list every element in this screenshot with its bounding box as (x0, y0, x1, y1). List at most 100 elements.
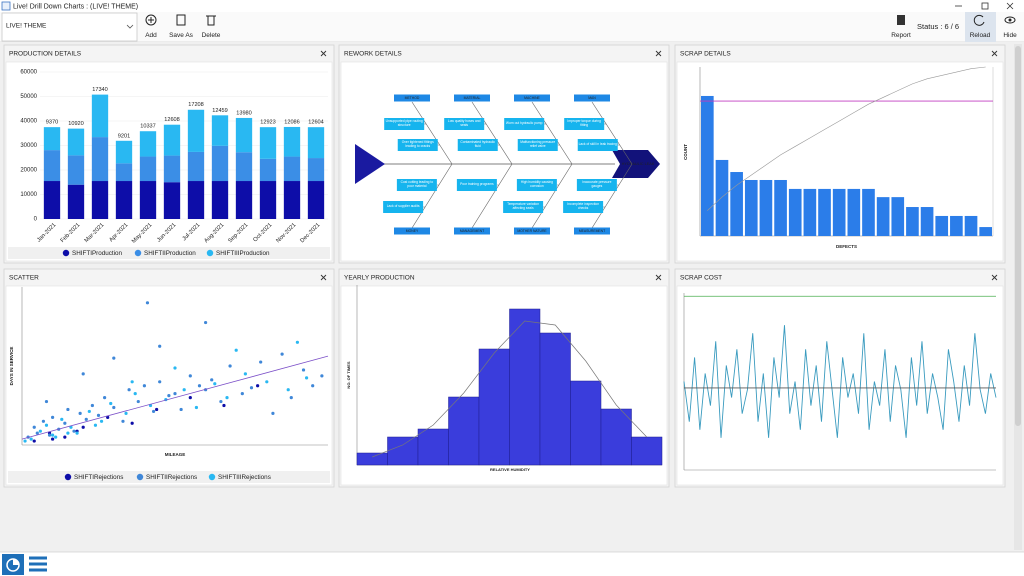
x-axis-label: RELATIVE HUMIDITY (490, 467, 530, 472)
point (301, 368, 306, 372)
add-icon-plus[interactable] (148, 17, 154, 23)
point (103, 396, 107, 400)
delete-button-label[interactable]: Delete (202, 32, 221, 39)
scrollbar-thumb[interactable] (1015, 46, 1021, 426)
bar-segment (163, 124, 181, 156)
panel-close[interactable] (655, 274, 662, 281)
reload-button-label[interactable]: Reload (970, 32, 991, 39)
delete-icon[interactable] (206, 15, 216, 26)
point (29, 437, 33, 441)
data-label: 12923 (260, 120, 276, 126)
cause-box (517, 139, 558, 151)
legend-marker (62, 249, 70, 257)
point (51, 437, 55, 441)
dashboard-icon-slice[interactable] (13, 559, 19, 565)
close-button[interactable] (1006, 2, 1014, 10)
panel-close[interactable] (991, 274, 998, 281)
report-button-label[interactable]: Report (891, 32, 911, 39)
point (271, 411, 275, 415)
panel-close[interactable] (655, 50, 662, 57)
cause-box (504, 118, 545, 130)
panel-close[interactable] (320, 274, 327, 281)
panel-title: REWORK DETAILS (344, 51, 402, 58)
legend-label: SHIFTIIIProduction (216, 250, 270, 257)
cause-label: Over tightened fittings leading to crack… (401, 140, 434, 148)
head-shape (612, 150, 660, 178)
cause: Inaccurate pressure gauges (582, 181, 611, 188)
point (93, 423, 98, 427)
panel-close[interactable] (320, 50, 327, 57)
point (167, 394, 171, 398)
trend-line (21, 355, 329, 440)
point (145, 301, 150, 305)
save-as-button-label[interactable]: Save As (169, 32, 194, 39)
cause: Poor training programs (460, 182, 494, 186)
point (133, 392, 137, 396)
point (32, 439, 36, 443)
add-button-label[interactable]: Add (145, 32, 157, 39)
save-as-icon[interactable] (176, 14, 186, 26)
restore-button[interactable] (981, 2, 989, 10)
point (179, 407, 183, 412)
category-box (574, 94, 610, 102)
point (63, 435, 67, 439)
cause-label: Cost cutting leading to poor material (400, 180, 434, 188)
point (51, 433, 55, 437)
cause-box (564, 118, 605, 130)
category-box (514, 227, 550, 235)
window-title: Live! Drill Down Charts : (LIVE! THEME) (13, 3, 138, 10)
bar (600, 408, 632, 466)
panel-close[interactable] (991, 50, 998, 57)
point (121, 419, 125, 423)
category-box (574, 227, 610, 235)
point (249, 386, 254, 390)
bar-segment (67, 184, 85, 219)
bar (803, 188, 817, 236)
data-label: 12608 (164, 117, 180, 123)
menu-button[interactable] (29, 556, 47, 572)
y-axis-label: NO. OF TIMES (346, 361, 351, 388)
bar (744, 179, 758, 236)
hide-icon[interactable] (1004, 16, 1016, 24)
reload-button[interactable] (965, 12, 996, 42)
category-box (394, 227, 430, 235)
add-icon[interactable] (145, 14, 157, 26)
hide-button-label[interactable]: Hide (1003, 32, 1017, 39)
category-label: METHOD (405, 96, 420, 100)
report-icon[interactable] (897, 15, 905, 25)
point (197, 384, 202, 388)
bar-segment (211, 115, 229, 146)
cause-label: Lack of supplier audits (386, 204, 420, 209)
status-text: Status : 6 / 6 (917, 22, 959, 31)
cause-box (444, 118, 485, 130)
bar (701, 95, 714, 236)
dropdown-arrow[interactable] (126, 24, 134, 29)
panel-title: SCATTER (9, 275, 39, 282)
point (130, 421, 134, 425)
point (188, 374, 192, 378)
cause-box (456, 179, 497, 191)
y-axis-label: DAYS IN SERVICE (9, 347, 14, 386)
point (47, 433, 52, 437)
category-label: MANAGEMENT (460, 229, 484, 233)
panel-body (5, 285, 333, 486)
point (87, 409, 91, 414)
point (213, 382, 217, 386)
point (72, 429, 76, 433)
legend-marker (208, 473, 216, 481)
hide-icon-pupil[interactable] (1008, 18, 1012, 22)
toolbar (0, 12, 1024, 42)
legend-marker (64, 473, 72, 481)
point (75, 431, 79, 435)
category-label: MEASUREMENT (579, 229, 605, 233)
cause-label: Lack of skill in leak tracing (578, 142, 617, 147)
bar-segment (187, 181, 205, 219)
reload-icon[interactable] (973, 14, 985, 26)
bar (891, 197, 905, 236)
theme-select[interactable] (1, 12, 138, 42)
bar (730, 172, 743, 236)
bar-segment (67, 155, 85, 185)
category-label: MONEY (406, 229, 419, 233)
cause: Improper torque during fitting (567, 120, 601, 127)
